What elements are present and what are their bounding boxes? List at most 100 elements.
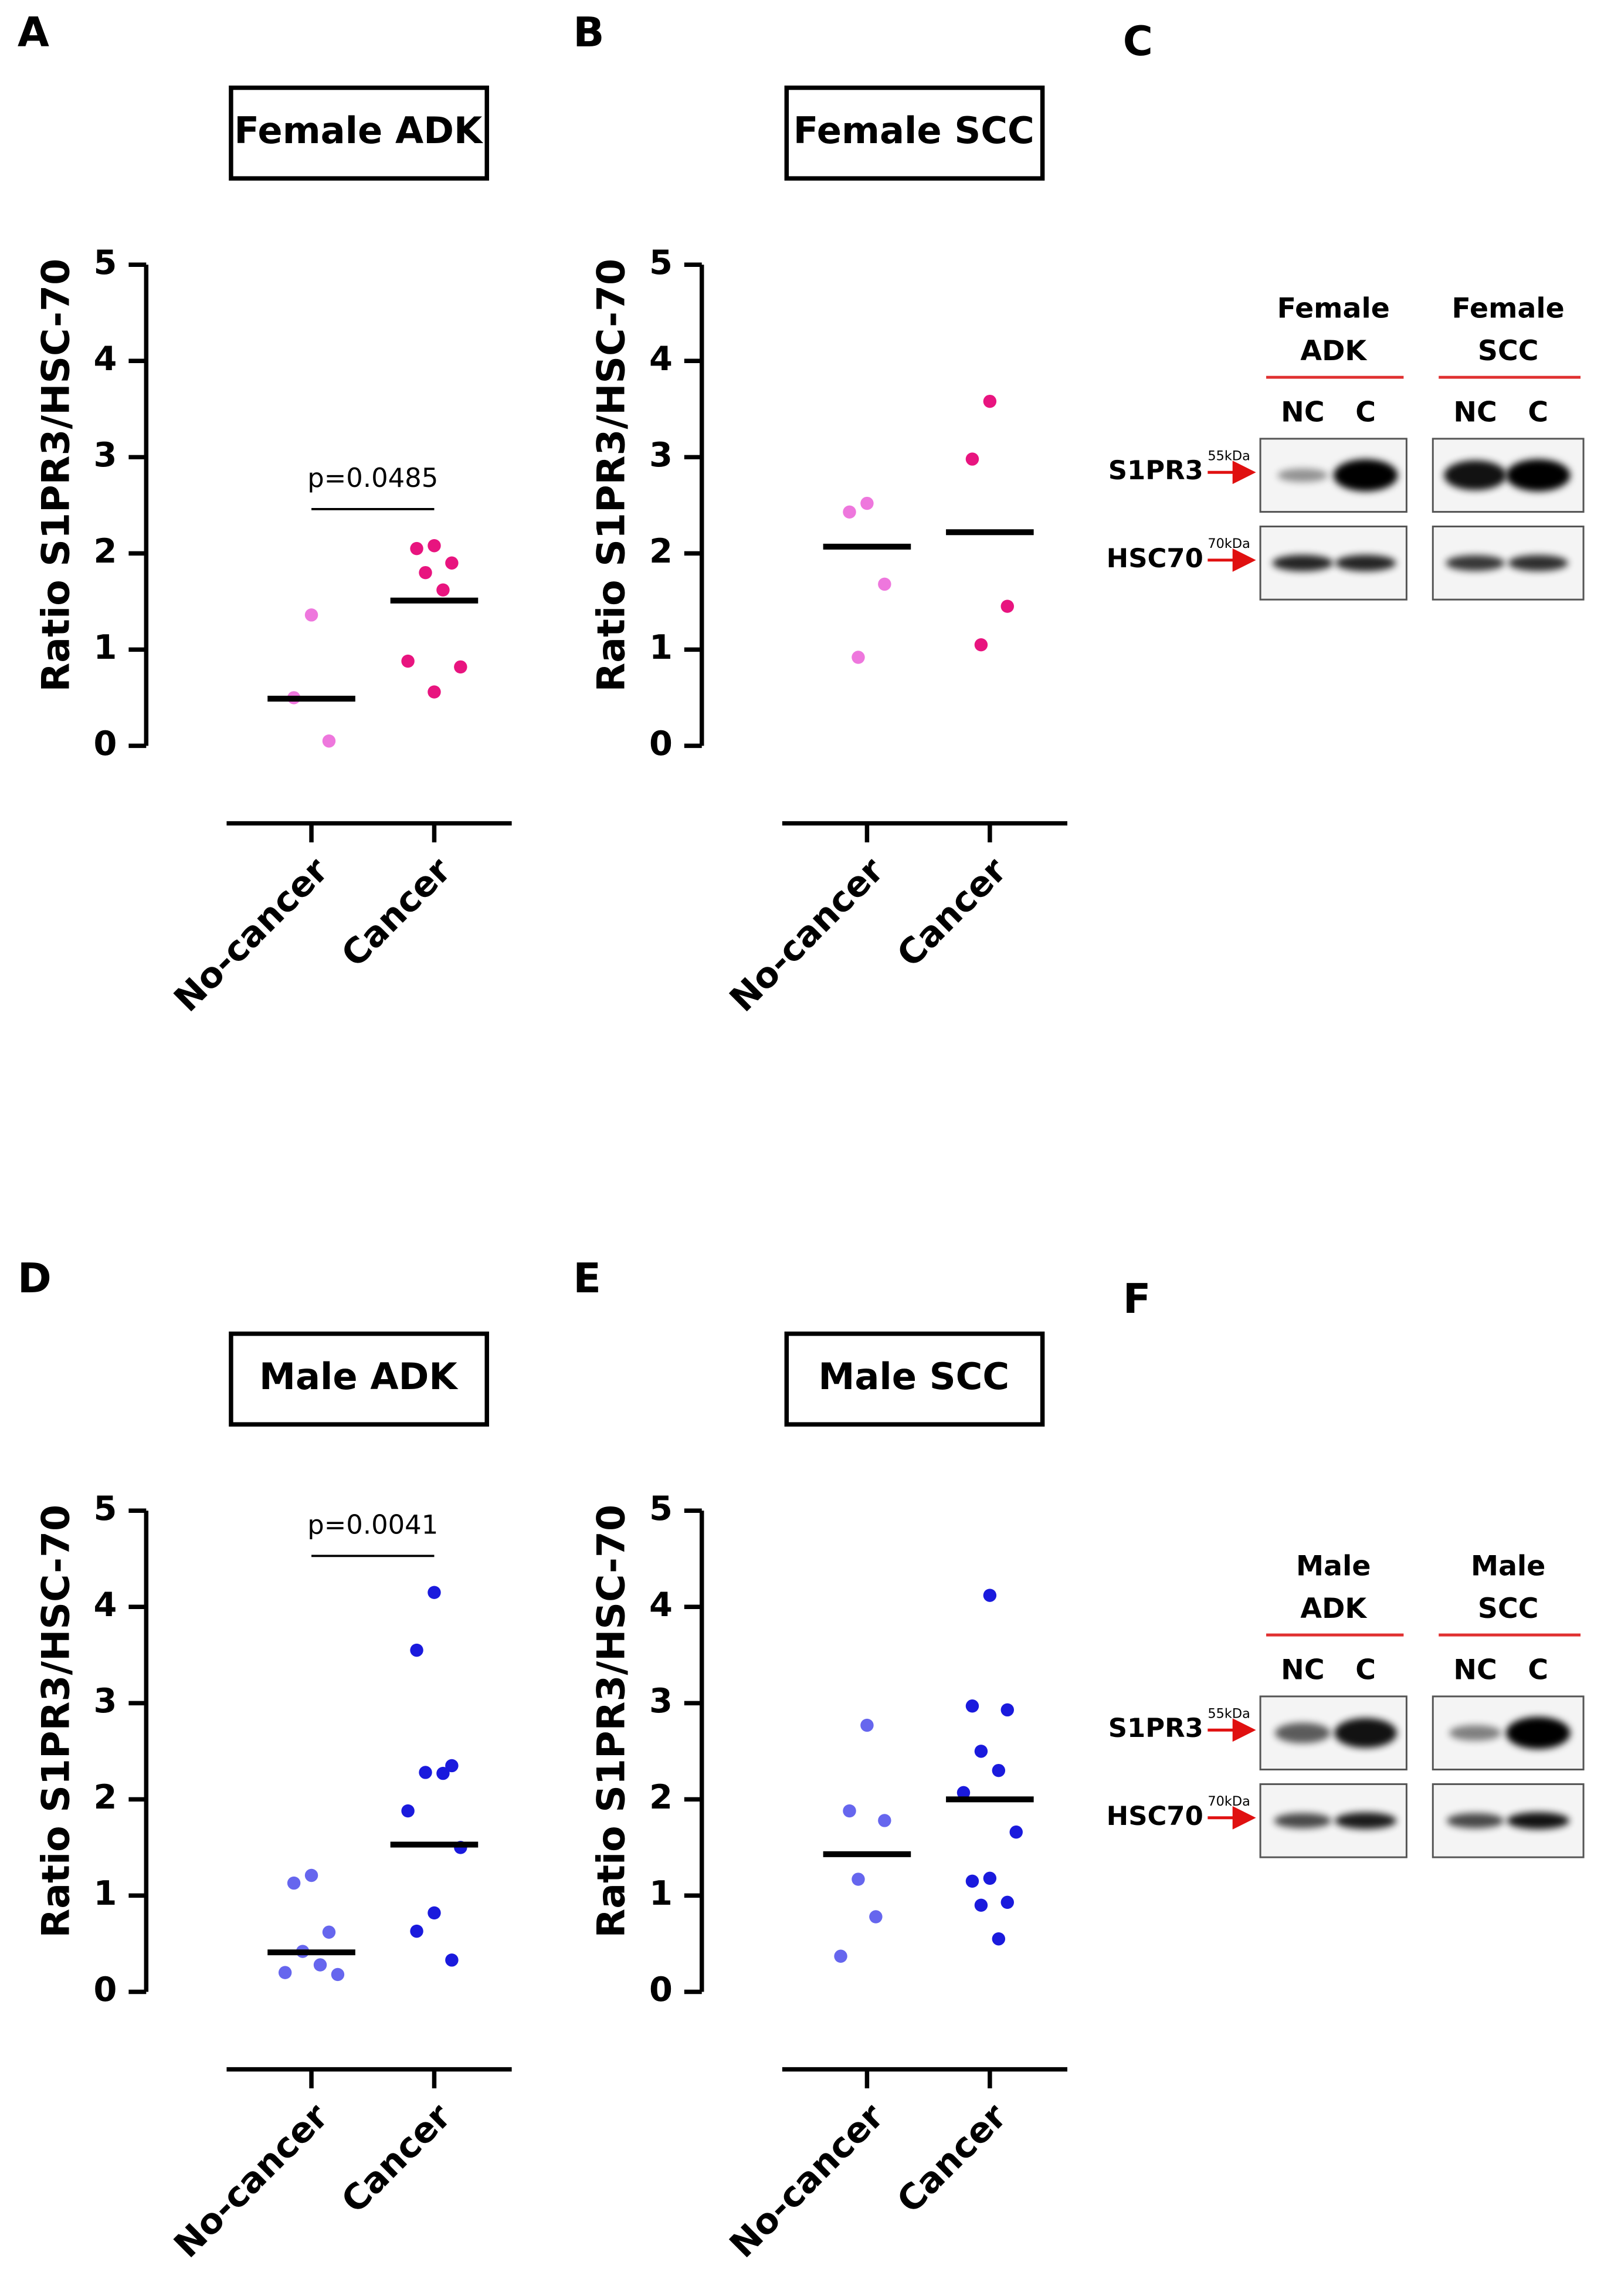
row-label: S1PR3	[1108, 1712, 1203, 1743]
blot-group-label: Male	[1471, 1550, 1545, 1582]
y-tick-label: 3	[649, 1681, 673, 1721]
x-tick-label: No-cancer	[166, 849, 336, 1020]
y-axis-label: Ratio S1PR3/HSC-70	[590, 1505, 634, 1938]
x-tick-label: No-cancer	[722, 849, 892, 1020]
x-tick-label: Cancer	[889, 849, 1015, 975]
data-point	[454, 660, 467, 674]
data-point	[428, 1586, 441, 1599]
y-tick-label: 4	[94, 1585, 117, 1624]
data-point	[860, 1718, 874, 1732]
blot-group-label: Female	[1277, 293, 1390, 325]
data-point	[852, 651, 865, 664]
data-point	[445, 1953, 459, 1967]
y-tick-label: 5	[94, 1489, 117, 1528]
data-point	[1000, 600, 1014, 613]
lane-label: C	[1528, 397, 1548, 429]
row-label: S1PR3	[1108, 455, 1203, 486]
lane-label: NC	[1453, 1654, 1497, 1686]
data-point	[956, 1786, 971, 1800]
data-point	[983, 1589, 997, 1602]
y-tick-label: 2	[94, 531, 117, 571]
y-axis-label: Ratio S1PR3/HSC-70	[34, 1505, 78, 1938]
blot-band	[1505, 459, 1571, 492]
y-tick-label: 2	[649, 531, 673, 571]
y-tick-label: 3	[94, 435, 117, 475]
y-axis-label: Ratio S1PR3/HSC-70	[590, 259, 634, 692]
x-tick-label: Cancer	[334, 849, 459, 975]
data-point	[1009, 1825, 1023, 1839]
data-point	[331, 1967, 345, 1982]
data-point	[401, 654, 415, 668]
data-point	[965, 1699, 979, 1713]
data-point	[445, 1759, 459, 1773]
blot-band	[1507, 1812, 1570, 1830]
data-point	[878, 577, 891, 591]
y-tick-label: 0	[649, 1970, 673, 2009]
data-point	[322, 1925, 336, 1939]
data-point	[313, 1958, 327, 1972]
data-point	[974, 638, 988, 652]
y-tick-label: 3	[649, 435, 673, 475]
y-tick-label: 1	[649, 628, 673, 667]
blot-band	[1444, 460, 1507, 490]
y-tick-label: 5	[94, 243, 117, 282]
data-point	[410, 541, 423, 556]
y-tick-label: 1	[649, 1874, 673, 1913]
blot-band	[1446, 555, 1505, 571]
x-tick-label: Cancer	[889, 2095, 1015, 2221]
x-tick-label: Cancer	[334, 2095, 459, 2221]
x-tick-label: No-cancer	[722, 2095, 892, 2265]
data-point	[834, 1949, 847, 1963]
data-point	[860, 496, 874, 510]
y-tick-label: 0	[94, 724, 117, 763]
blot-group-label: SCC	[1478, 1593, 1539, 1625]
y-tick-label: 1	[94, 1874, 117, 1913]
title-box	[229, 1331, 489, 1427]
panel-letter: C	[1123, 18, 1153, 65]
data-point	[419, 1766, 432, 1779]
y-tick-label: 1	[94, 628, 117, 667]
data-point	[869, 1910, 883, 1924]
data-point	[410, 1924, 423, 1938]
size-marker: 70kDa	[1207, 1794, 1250, 1809]
size-marker: 55kDa	[1207, 448, 1250, 463]
blot-band	[1449, 1725, 1501, 1741]
y-tick-label: 0	[649, 724, 673, 763]
data-point	[843, 505, 856, 519]
data-point	[428, 539, 441, 553]
blot-band	[1446, 1813, 1504, 1828]
title-box	[784, 1331, 1045, 1427]
blot-group-label: Female	[1452, 293, 1565, 325]
data-point	[428, 685, 441, 699]
data-point	[843, 1804, 856, 1818]
blot-band	[1275, 1722, 1331, 1743]
y-tick-label: 4	[649, 339, 673, 378]
data-point	[974, 1898, 988, 1912]
data-point	[992, 1763, 1006, 1777]
blot-band	[1505, 1716, 1571, 1749]
blot-band	[1274, 1813, 1332, 1828]
y-tick-label: 4	[94, 339, 117, 378]
lane-label: C	[1355, 1654, 1376, 1686]
panel-letter: B	[573, 9, 604, 56]
row-label: HSC70	[1107, 1800, 1203, 1831]
blot-band	[1277, 468, 1328, 482]
y-tick-label: 3	[94, 1681, 117, 1721]
blot-group-label: Male	[1296, 1550, 1371, 1582]
lane-label: NC	[1281, 1654, 1324, 1686]
data-point	[992, 1932, 1006, 1946]
lane-label: NC	[1281, 397, 1324, 429]
blot-group-label: ADK	[1300, 335, 1368, 367]
chart-title: Male ADK	[259, 1355, 459, 1398]
data-point	[322, 734, 336, 748]
lane-label: NC	[1453, 397, 1497, 429]
blot-band	[1333, 459, 1398, 492]
size-marker: 55kDa	[1207, 1706, 1250, 1721]
chart-title: Female SCC	[793, 109, 1034, 152]
data-point	[965, 452, 979, 466]
y-tick-label: 2	[649, 1777, 673, 1817]
data-point	[401, 1804, 415, 1818]
data-point	[445, 556, 459, 570]
data-point	[1000, 1703, 1014, 1717]
